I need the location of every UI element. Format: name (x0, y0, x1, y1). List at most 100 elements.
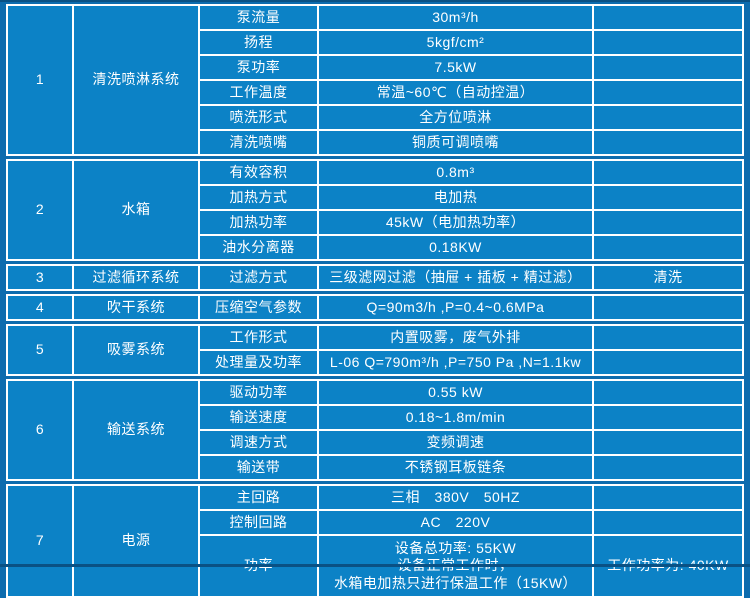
note-cell (594, 486, 742, 509)
param-cell: 过滤方式 (200, 266, 317, 289)
note-cell (594, 31, 742, 54)
section-number: 1 (8, 6, 72, 154)
section-name: 水箱 (74, 161, 198, 259)
param-cell: 输送带 (200, 456, 317, 479)
section-number: 2 (8, 161, 72, 259)
value-cell: 7.5kW (319, 56, 592, 79)
table-row: 7 电源 主回路 三相 380V 50HZ (8, 486, 742, 596)
note-cell (594, 56, 742, 79)
note-cell (594, 351, 742, 374)
param-cell: 泵流量 (200, 6, 317, 29)
param-cell: 调速方式 (200, 431, 317, 454)
note-cell (594, 456, 742, 479)
note-cell (594, 6, 742, 29)
param-cell: 驱动功率 (200, 381, 317, 404)
note-cell (594, 406, 742, 429)
table-row: 泵功率 7.5kW (8, 56, 742, 79)
table-row: 控制回路 AC 220V (8, 511, 742, 534)
value-cell: 三相 380V 50HZ (319, 486, 592, 509)
param-cell: 扬程 (200, 31, 317, 54)
note-cell (594, 131, 742, 154)
table-row: 加热方式 电加热 (8, 186, 742, 209)
table-row: 扬程 5kgf/cm² (8, 31, 742, 54)
table-row: 加热功率 45kW（电加热功率） (8, 211, 742, 234)
note-cell (594, 326, 742, 349)
section-name: 吸雾系统 (74, 326, 198, 374)
param-cell: 清洗喷嘴 (200, 131, 317, 154)
param-cell: 主回路 (200, 486, 317, 509)
value-cell: L-06 Q=790m³/h ,P=750 Pa ,N=1.1kw (319, 351, 592, 374)
value-cell: 0.18KW (319, 236, 592, 259)
table-row: 1 清洗喷淋系统 泵流量 30m³/h (8, 6, 742, 154)
note-cell (594, 431, 742, 454)
value-cell: 三级滤网过滤（抽屉 + 插板 + 精过滤） (319, 266, 592, 289)
param-cell: 泵功率 (200, 56, 317, 79)
table-row: 处理量及功率 L-06 Q=790m³/h ,P=750 Pa ,N=1.1kw (8, 351, 742, 374)
table-row: 2 水箱 有效容积 0.8m³ (8, 161, 742, 259)
param-cell: 输送速度 (200, 406, 317, 429)
note-cell (594, 511, 742, 534)
table-row: 输送带 不锈钢耳板链条 (8, 456, 742, 479)
note-cell (594, 161, 742, 184)
param-cell: 有效容积 (200, 161, 317, 184)
table-row: 6 输送系统 驱动功率 0.55 kW (8, 381, 742, 479)
note-cell (594, 381, 742, 404)
param-cell: 压缩空气参数 (200, 296, 317, 319)
value-cell: 常温~60℃（自动控温） (319, 81, 592, 104)
section-name: 吹干系统 (74, 296, 198, 319)
note-cell (594, 296, 742, 319)
section-number: 3 (8, 266, 72, 289)
value-cell: 变频调速 (319, 431, 592, 454)
param-cell: 喷洗形式 (200, 106, 317, 129)
table-row: 清洗喷嘴 铜质可调喷嘴 (8, 131, 742, 154)
param-cell: 加热功率 (200, 211, 317, 234)
table-row: 油水分离器 0.18KW (8, 236, 742, 259)
table-row: 调速方式 变频调速 (8, 431, 742, 454)
bottom-accent-bar (0, 564, 750, 567)
value-cell: 铜质可调喷嘴 (319, 131, 592, 154)
section-name: 电源 (74, 486, 198, 596)
note-cell (594, 236, 742, 259)
value-cell: 全方位喷淋 (319, 106, 592, 129)
spec-table-section-3: 3 过滤循环系统 过滤方式 三级滤网过滤（抽屉 + 插板 + 精过滤） 清洗 (6, 264, 744, 291)
spec-table: 1 清洗喷淋系统 泵流量 30m³/h 扬程 5kgf/cm² 泵功率 7.5k… (6, 4, 744, 598)
value-cell: 0.8m³ (319, 161, 592, 184)
section-name: 过滤循环系统 (74, 266, 198, 289)
table-row: 5 吸雾系统 工作形式 内置吸雾，废气外排 (8, 326, 742, 374)
section-number: 5 (8, 326, 72, 374)
table-row: 输送速度 0.18~1.8m/min (8, 406, 742, 429)
value-cell: 不锈钢耳板链条 (319, 456, 592, 479)
param-cell: 控制回路 (200, 511, 317, 534)
value-cell: 30m³/h (319, 6, 592, 29)
section-number: 4 (8, 296, 72, 319)
spec-table-section-5: 5 吸雾系统 工作形式 内置吸雾，废气外排 处理量及功率 L-06 Q=790m… (6, 324, 744, 376)
value-cell: 0.18~1.8m/min (319, 406, 592, 429)
table-row: 3 过滤循环系统 过滤方式 三级滤网过滤（抽屉 + 插板 + 精过滤） 清洗 (8, 266, 742, 289)
value-cell: 5kgf/cm² (319, 31, 592, 54)
param-cell: 处理量及功率 (200, 351, 317, 374)
spec-table-section-1: 1 清洗喷淋系统 泵流量 30m³/h 扬程 5kgf/cm² 泵功率 7.5k… (6, 4, 744, 156)
spec-table-section-6: 6 输送系统 驱动功率 0.55 kW 输送速度 0.18~1.8m/min 调… (6, 379, 744, 481)
value-cell: Q=90m3/h ,P=0.4~0.6MPa (319, 296, 592, 319)
spec-table-section-4: 4 吹干系统 压缩空气参数 Q=90m3/h ,P=0.4~0.6MPa (6, 294, 744, 321)
section-number: 6 (8, 381, 72, 479)
section-name: 输送系统 (74, 381, 198, 479)
section-name: 清洗喷淋系统 (74, 6, 198, 154)
spec-table-section-2: 2 水箱 有效容积 0.8m³ 加热方式 电加热 加热功率 45kW（电加热功率… (6, 159, 744, 261)
value-line: 水箱电加热只进行保温工作（15KW） (333, 574, 578, 591)
note-cell (594, 106, 742, 129)
value-cell: 内置吸雾，废气外排 (319, 326, 592, 349)
value-line: 设备总功率: 55KW (394, 539, 517, 556)
table-row: 4 吹干系统 压缩空气参数 Q=90m3/h ,P=0.4~0.6MPa (8, 296, 742, 319)
note-cell (594, 211, 742, 234)
note-cell: 清洗 (594, 266, 742, 289)
note-cell (594, 81, 742, 104)
note-cell (594, 186, 742, 209)
value-cell: AC 220V (319, 511, 592, 534)
top-accent-bar (0, 0, 750, 2)
param-cell: 加热方式 (200, 186, 317, 209)
spec-table-section-7: 7 电源 主回路 三相 380V 50HZ 控制回路 AC 220V 功率 设备… (6, 484, 744, 598)
param-cell: 油水分离器 (200, 236, 317, 259)
value-cell: 45kW（电加热功率） (319, 211, 592, 234)
